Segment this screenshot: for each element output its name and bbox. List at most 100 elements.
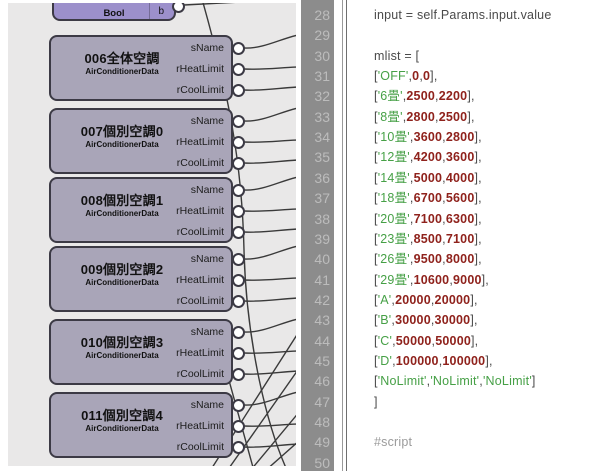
line-number: 40 — [314, 251, 330, 268]
code-number-token: 20000 — [434, 292, 471, 307]
code-text-token: , — [430, 313, 435, 328]
code-line[interactable]: ['14畳',5000,4000], — [374, 168, 600, 189]
code-line[interactable]: input = self.Params.input.value — [374, 5, 600, 26]
code-text-token: , — [442, 191, 446, 206]
code-line[interactable]: ] — [374, 392, 600, 413]
code-line[interactable]: ['C',50000,50000], — [374, 331, 600, 352]
node-subtitle: AirConditionerData — [85, 67, 159, 76]
code-text-token: ], — [471, 333, 479, 348]
port-connector[interactable] — [231, 367, 245, 381]
code-text-token: , — [409, 252, 414, 267]
code-line[interactable]: mlist = [ — [374, 46, 600, 67]
code-line[interactable]: ['20畳',7100,6300], — [374, 209, 600, 230]
port-connector[interactable] — [231, 135, 245, 149]
port-connector[interactable] — [231, 252, 245, 266]
port-connector[interactable] — [231, 156, 245, 170]
code-line[interactable]: ['6畳',2500,2200], — [374, 86, 600, 107]
line-number: 44 — [314, 332, 330, 349]
port-label: sName — [190, 326, 224, 338]
line-number: 39 — [314, 230, 330, 247]
code-text-token: ], — [467, 89, 475, 104]
code-text-token: [ — [374, 231, 378, 246]
code-text-token: ], — [474, 130, 482, 145]
port-label: rCoolLimit — [176, 368, 224, 380]
air-conditioner-node[interactable]: 007個別空調0 AirConditionerData sName rHeatLi… — [49, 108, 233, 174]
grasshopper-canvas[interactable]: Bool b 006全体空調 AirConditionerData sName r… — [8, 3, 296, 466]
line-number: 42 — [314, 291, 330, 308]
code-line[interactable]: ['OFF',0,0], — [374, 66, 600, 87]
port-connector[interactable] — [231, 273, 245, 287]
code-line[interactable]: ['23畳',8500,7100], — [374, 229, 600, 250]
code-text-token: input = self.Params.input.value — [374, 8, 552, 22]
port-label: rHeatLimit — [176, 420, 224, 432]
code-line[interactable]: ['18畳',6700,5600], — [374, 188, 600, 209]
air-conditioner-node[interactable]: 010個別空調3 AirConditionerData sName rHeatLi… — [49, 319, 233, 385]
code-number-token: 9000 — [453, 272, 482, 287]
code-line[interactable]: ['29畳',10600,9000], — [374, 270, 600, 291]
air-conditioner-node[interactable]: 006全体空調 AirConditionerData sName rHeatLim… — [49, 35, 233, 101]
code-number-token: 30000 — [434, 313, 471, 328]
code-line[interactable]: ['NoLimit','NoLimit','NoLimit'] — [374, 371, 600, 392]
bool-output-port-label: b — [158, 6, 164, 17]
code-line[interactable]: ['26畳',9500,8000], — [374, 249, 600, 270]
port-connector[interactable] — [171, 3, 185, 13]
code-line[interactable] — [374, 25, 600, 46]
line-number: 48 — [314, 414, 330, 430]
code-text-token: , — [392, 333, 396, 348]
code-number-token: 0 — [412, 69, 420, 84]
code-editor[interactable]: input = self.Params.input.value mlist = [… — [348, 0, 600, 471]
line-number: 49 — [314, 434, 330, 451]
code-text-token: , — [402, 109, 407, 124]
code-line[interactable]: ['10畳',3600,2800], — [374, 127, 600, 148]
code-line[interactable]: ['12畳',4200,3600], — [374, 147, 600, 168]
port-connector[interactable] — [231, 419, 245, 433]
port-connector[interactable] — [231, 225, 245, 239]
code-number-token: 2800 — [445, 130, 475, 145]
code-text-token: ], — [474, 191, 482, 206]
port-connector[interactable] — [231, 294, 245, 308]
port-connector[interactable] — [231, 41, 245, 55]
port-label: rCoolLimit — [176, 84, 224, 96]
code-line[interactable]: ['B',30000,30000], — [374, 310, 600, 331]
line-number: 37 — [314, 190, 330, 207]
code-text-token: [ — [374, 191, 378, 206]
port-connector[interactable] — [231, 398, 245, 412]
port-connector[interactable] — [231, 83, 245, 97]
code-line[interactable] — [374, 453, 600, 471]
code-number-token: 50000 — [395, 333, 432, 348]
node-title: 006全体空調 — [84, 51, 160, 66]
port-label: sName — [190, 42, 224, 54]
port-connector[interactable] — [231, 183, 245, 197]
code-number-token: 2500 — [406, 89, 436, 104]
port-connector[interactable] — [231, 325, 245, 339]
code-text-token: ], — [430, 69, 438, 84]
code-text-token: [ — [374, 333, 378, 348]
code-number-token: 5000 — [413, 170, 443, 185]
port-connector[interactable] — [231, 346, 245, 360]
air-conditioner-node[interactable]: 009個別空調2 AirConditionerData sName rHeatLi… — [49, 246, 233, 312]
port-connector[interactable] — [231, 62, 245, 76]
line-number: 43 — [314, 312, 330, 329]
bool-toggle-node[interactable]: Bool b — [52, 3, 176, 21]
code-line[interactable]: ['D',100000,100000], — [374, 351, 600, 372]
code-number-token: 5600 — [445, 191, 475, 206]
code-line[interactable]: ['8畳',2800,2500], — [374, 107, 600, 128]
port-connector[interactable] — [231, 114, 245, 128]
code-string-token: 'C' — [377, 333, 393, 348]
port-connector[interactable] — [231, 440, 245, 454]
wires-layer — [183, 3, 296, 466]
code-line[interactable]: #script — [374, 432, 600, 453]
code-text-token: , — [442, 211, 446, 226]
port-label: rCoolLimit — [176, 441, 224, 453]
air-conditioner-node[interactable]: 008個別空調1 AirConditionerData sName rHeatLi… — [49, 177, 233, 243]
code-line[interactable] — [374, 412, 600, 433]
code-text-token: , — [430, 292, 435, 307]
port-connector[interactable] — [231, 204, 245, 218]
code-text-token: , — [402, 89, 407, 104]
code-number-token: 2800 — [406, 109, 436, 124]
code-line[interactable]: ['A',20000,20000], — [374, 290, 600, 311]
air-conditioner-node[interactable]: 011個別空調4 AirConditionerData sName rHeatLi… — [49, 392, 233, 458]
code-string-token: '14畳' — [377, 170, 410, 185]
code-text-token: ], — [474, 211, 482, 226]
